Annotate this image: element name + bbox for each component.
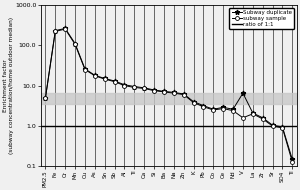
subway sample <box>44 97 47 99</box>
subway sample <box>221 107 225 110</box>
subway sample <box>290 161 294 163</box>
Subway duplicate <box>212 108 215 110</box>
Subway duplicate <box>142 87 146 89</box>
subway sample <box>192 101 195 104</box>
Subway duplicate <box>162 90 166 93</box>
Subway duplicate <box>271 124 274 126</box>
Subway duplicate <box>113 80 116 82</box>
subway sample <box>182 93 185 96</box>
subway sample <box>93 75 97 77</box>
Subway duplicate <box>103 77 106 80</box>
subway sample <box>123 85 126 87</box>
subway sample <box>133 86 136 89</box>
subway sample <box>261 118 265 120</box>
subway sample <box>212 109 215 111</box>
Subway duplicate <box>202 105 205 107</box>
subway sample <box>162 91 166 93</box>
Subway duplicate <box>182 93 185 95</box>
Subway duplicate <box>44 97 47 99</box>
subway sample <box>142 87 146 90</box>
subway sample <box>241 117 245 119</box>
Subway duplicate <box>133 85 136 88</box>
subway sample <box>172 92 175 94</box>
Subway duplicate <box>241 92 245 94</box>
Subway duplicate <box>63 27 67 30</box>
Legend: Subway duplicate, subway sample, ratio of 1:1: Subway duplicate, subway sample, ratio o… <box>229 8 294 29</box>
Subway duplicate <box>290 158 294 160</box>
subway sample <box>63 28 67 30</box>
Subway duplicate <box>261 117 265 119</box>
Line: Subway duplicate: Subway duplicate <box>43 26 295 162</box>
subway sample <box>53 30 57 32</box>
Subway duplicate <box>73 42 77 45</box>
subway sample <box>271 125 274 127</box>
Subway duplicate <box>152 89 156 91</box>
Subway duplicate <box>192 101 195 103</box>
Subway duplicate <box>172 91 175 93</box>
Subway duplicate <box>231 108 235 110</box>
subway sample <box>231 109 235 112</box>
subway sample <box>152 89 156 92</box>
Bar <box>40 93 297 104</box>
subway sample <box>83 68 87 71</box>
subway sample <box>202 106 205 108</box>
Line: subway sample: subway sample <box>44 27 294 164</box>
subway sample <box>113 81 116 83</box>
Subway duplicate <box>93 74 97 76</box>
Subway duplicate <box>53 29 57 32</box>
subway sample <box>251 113 255 115</box>
Subway duplicate <box>251 112 255 114</box>
Subway duplicate <box>280 126 284 128</box>
Subway duplicate <box>221 106 225 108</box>
subway sample <box>103 78 106 80</box>
subway sample <box>280 127 284 129</box>
subway sample <box>73 43 77 45</box>
Subway duplicate <box>123 84 126 86</box>
Y-axis label: Enrichment factor
(subway concentration/home outdoor median): Enrichment factor (subway concentration/… <box>3 17 13 154</box>
Subway duplicate <box>83 68 87 70</box>
